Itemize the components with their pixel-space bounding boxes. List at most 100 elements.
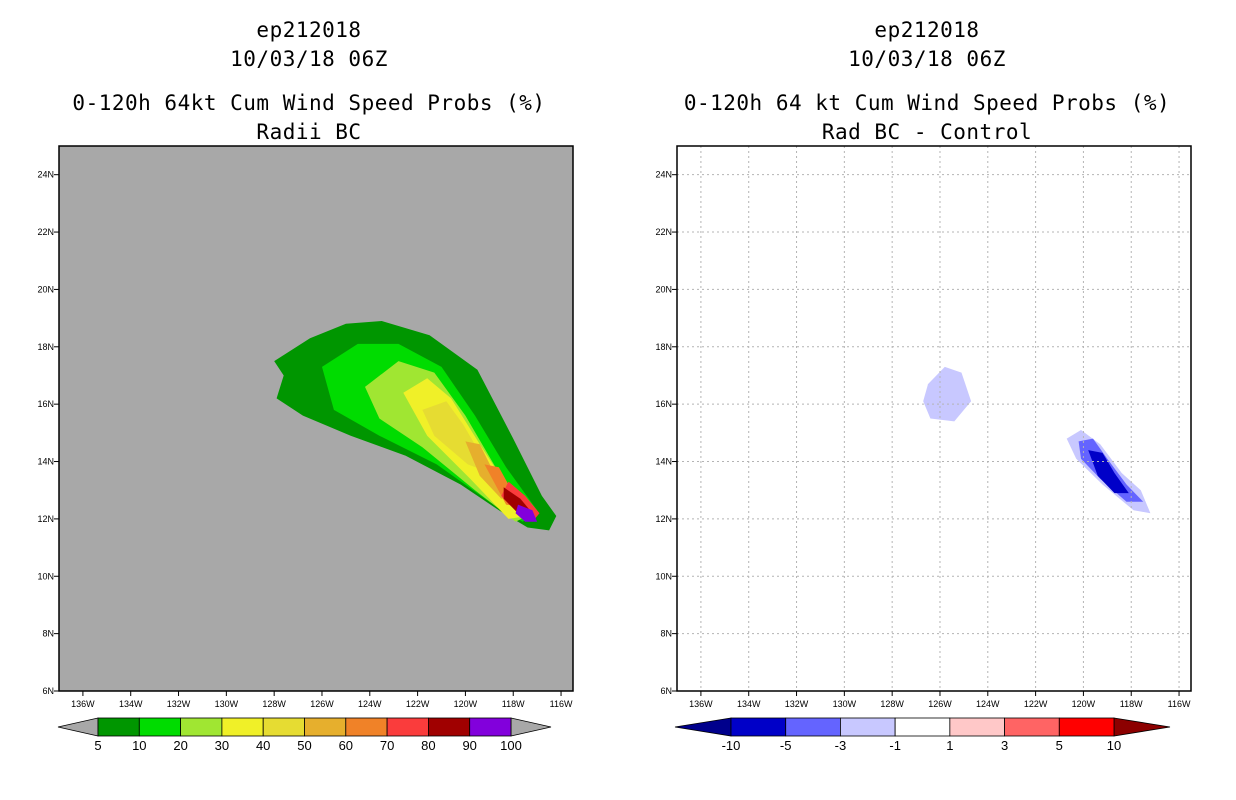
y-tick-label: 14N bbox=[37, 457, 54, 467]
colorbar-swatch bbox=[97, 717, 140, 737]
colorbar-swatch bbox=[949, 717, 1005, 737]
x-tick-label: 126W bbox=[928, 699, 952, 709]
colorbar-label: 5 bbox=[1056, 738, 1063, 753]
y-tick-label: 6N bbox=[660, 686, 672, 696]
colorbar-swatch bbox=[221, 717, 264, 737]
x-tick-label: 116W bbox=[1168, 699, 1191, 709]
y-tick-label: 6N bbox=[42, 686, 54, 696]
colorbar-low-triangle bbox=[674, 717, 732, 737]
plot-frame bbox=[58, 145, 574, 692]
x-tick-label: 130W bbox=[833, 699, 857, 709]
colorbar-swatch bbox=[345, 717, 388, 737]
contour-level-neg1 bbox=[832, 306, 1007, 473]
colorbar-swatch bbox=[386, 717, 429, 737]
colorbar-high-triangle bbox=[510, 717, 552, 737]
chart-title: 0-120h 64 kt Cum Wind Speed Probs (%) bbox=[683, 91, 1171, 115]
y-tick-label: 24N bbox=[37, 170, 54, 180]
colorbar-label: -3 bbox=[835, 738, 847, 753]
colorbar-label: 5 bbox=[94, 738, 101, 753]
left-panel: ep212018 10/03/18 06Z 0-120h 64kt Cum Wi… bbox=[37, 18, 574, 753]
colorbar-label: 60 bbox=[339, 738, 353, 753]
forecast-datetime: 10/03/18 06Z bbox=[230, 47, 388, 71]
y-tick-label: 12N bbox=[655, 514, 672, 524]
storm-id: ep212018 bbox=[874, 18, 980, 42]
colorbar-swatch bbox=[304, 717, 347, 737]
colorbar-label: 20 bbox=[173, 738, 187, 753]
x-tick-label: 124W bbox=[976, 699, 1000, 709]
colorbar-swatch bbox=[469, 717, 512, 737]
x-tick-label: 116W bbox=[550, 699, 573, 709]
x-tick-label: 136W bbox=[71, 699, 95, 709]
colorbar-swatch bbox=[894, 717, 951, 737]
contour-level-80 bbox=[503, 487, 530, 514]
y-tick-label: 18N bbox=[655, 342, 672, 352]
colorbar-label: 70 bbox=[380, 738, 394, 753]
contour-level-90 bbox=[515, 504, 538, 522]
x-tick-label: 130W bbox=[215, 699, 239, 709]
x-tick-label: 120W bbox=[1072, 699, 1096, 709]
colorbar-label: 1 bbox=[946, 738, 953, 753]
contour-level-neg10 bbox=[1088, 450, 1129, 494]
y-tick-label: 24N bbox=[655, 170, 672, 180]
colorbar-high-triangle bbox=[1113, 717, 1171, 737]
x-tick-label: 122W bbox=[406, 699, 430, 709]
colorbar-label: 10 bbox=[132, 738, 146, 753]
y-tick-label: 22N bbox=[37, 227, 54, 237]
colorbar-swatch bbox=[785, 717, 841, 737]
colorbar-label: -1 bbox=[889, 738, 901, 753]
colorbar-label: 30 bbox=[215, 738, 229, 753]
x-tick-label: 120W bbox=[454, 699, 478, 709]
contour-level-neg3 bbox=[923, 366, 972, 422]
colorbar-swatch bbox=[262, 717, 305, 737]
colorbar-label: 90 bbox=[462, 738, 476, 753]
colorbar-label: 3 bbox=[1001, 738, 1008, 753]
y-tick-label: 12N bbox=[37, 514, 54, 524]
y-tick-label: 8N bbox=[660, 629, 672, 639]
colorbar-label: 100 bbox=[500, 738, 522, 753]
right-panel: ep212018 10/03/18 06Z 0-120h 64 kt Cum W… bbox=[618, 0, 1236, 800]
colorbar-label: 10 bbox=[1107, 738, 1121, 753]
chart-subtitle: Rad BC - Control bbox=[821, 120, 1033, 144]
y-tick-label: 16N bbox=[37, 399, 54, 409]
x-tick-label: 118W bbox=[1120, 699, 1143, 709]
x-tick-label: 134W bbox=[737, 699, 761, 709]
y-tick-label: 14N bbox=[655, 457, 672, 467]
x-tick-label: 132W bbox=[785, 699, 809, 709]
y-tick-label: 8N bbox=[42, 629, 54, 639]
y-tick-label: 20N bbox=[655, 284, 672, 294]
y-tick-label: 16N bbox=[655, 399, 672, 409]
colorbar-low-triangle bbox=[57, 717, 99, 737]
y-tick-label: 20N bbox=[37, 284, 54, 294]
colorbar-label: -10 bbox=[722, 738, 741, 753]
x-tick-label: 136W bbox=[689, 699, 713, 709]
colorbar-swatch bbox=[840, 717, 896, 737]
plot-frame bbox=[676, 145, 1192, 692]
colorbar-label: 40 bbox=[256, 738, 270, 753]
x-tick-label: 128W bbox=[262, 699, 286, 709]
x-tick-label: 134W bbox=[119, 699, 143, 709]
colorbar-swatch bbox=[730, 717, 787, 737]
colorbar-swatch bbox=[1058, 717, 1115, 737]
y-tick-label: 18N bbox=[37, 342, 54, 352]
x-tick-label: 128W bbox=[880, 699, 904, 709]
chart-title: 0-120h 64kt Cum Wind Speed Probs (%) bbox=[72, 91, 546, 115]
colorbar-swatch bbox=[427, 717, 471, 737]
colorbar-label: 80 bbox=[421, 738, 435, 753]
x-tick-label: 126W bbox=[310, 699, 334, 709]
colorbar-label: 50 bbox=[297, 738, 311, 753]
forecast-datetime: 10/03/18 06Z bbox=[848, 47, 1006, 71]
probability-map: 136W 134W 132W 130W 128W 126W 124W 122W 120W 118W… bbox=[37, 145, 574, 753]
colorbar-label: -5 bbox=[780, 738, 792, 753]
chart-subtitle: Radii BC bbox=[256, 120, 362, 144]
x-tick-label: 122W bbox=[1024, 699, 1048, 709]
difference-map: 136W 134W 132W 130W 128W 126W 124W 122W 120W 118W… bbox=[655, 145, 1192, 753]
x-tick-label: 118W bbox=[502, 699, 525, 709]
colorbar-swatch bbox=[138, 717, 182, 737]
storm-id: ep212018 bbox=[256, 18, 362, 42]
x-tick-label: 132W bbox=[167, 699, 191, 709]
x-tick-label: 124W bbox=[358, 699, 382, 709]
y-tick-label: 10N bbox=[37, 571, 54, 581]
y-tick-label: 10N bbox=[655, 571, 672, 581]
y-tick-label: 22N bbox=[655, 227, 672, 237]
colorbar-swatch bbox=[1004, 717, 1060, 737]
